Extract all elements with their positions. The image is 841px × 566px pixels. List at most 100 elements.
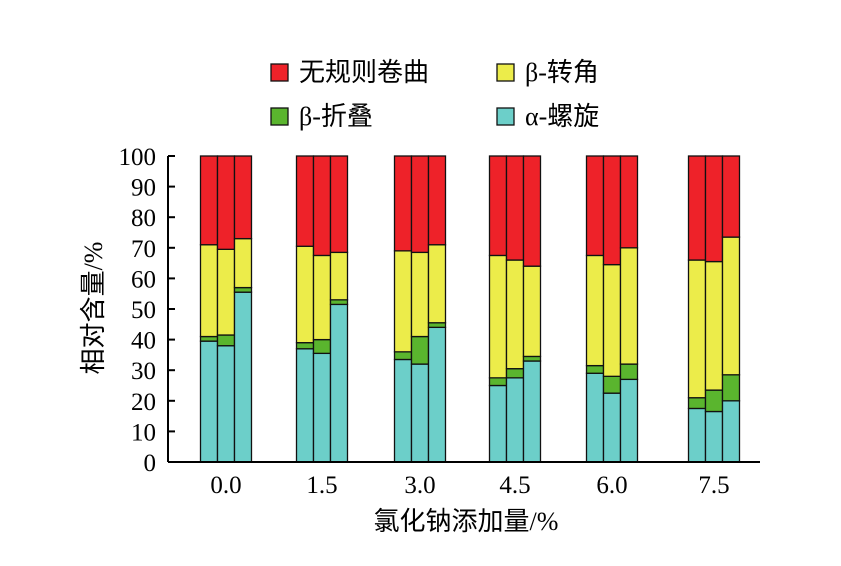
y-tick-label: 70: [131, 236, 156, 263]
x-tick-label: 0.0: [210, 472, 241, 499]
axes: [167, 156, 760, 463]
y-tick-label: 20: [131, 389, 156, 416]
bar-group: [295, 155, 349, 463]
bar-segment: [488, 155, 508, 257]
y-tick-label: 10: [131, 419, 156, 446]
legend-swatch: [270, 107, 289, 126]
bar-segment: [721, 236, 741, 376]
legend-label: β-折叠: [299, 102, 373, 131]
bar-segment: [427, 244, 447, 324]
bar-segment: [602, 155, 622, 266]
bar-group: [687, 155, 741, 463]
bar-segment: [295, 342, 315, 350]
bar-group: [199, 155, 253, 463]
bar-segment: [233, 237, 253, 289]
bar-segment: [393, 358, 413, 463]
bar-segment: [721, 374, 741, 402]
bar-segment: [687, 407, 707, 463]
legend-swatch: [496, 107, 515, 126]
y-tick-label: 90: [131, 175, 156, 202]
bar-segment: [522, 355, 542, 362]
bar-segment: [216, 248, 236, 336]
legend-swatch: [270, 63, 289, 82]
legend-label: α-螺旋: [525, 102, 599, 131]
x-tick-label: 1.5: [306, 472, 337, 499]
bar-segment: [687, 155, 707, 261]
bar-segment: [602, 375, 622, 394]
bar-segment: [522, 265, 542, 358]
bar-segment: [505, 259, 525, 370]
bar-segment: [602, 392, 622, 463]
bar-segment: [233, 286, 253, 293]
bar-segment: [687, 259, 707, 399]
bar-segment: [704, 410, 724, 463]
bar-segment: [329, 303, 349, 463]
bar-segment: [585, 372, 605, 463]
y-axis-title: 相对含量/%: [79, 242, 108, 375]
bar-segment: [329, 155, 349, 254]
bar-segment: [312, 155, 332, 257]
bar-segment: [393, 155, 413, 252]
bar-segment: [393, 250, 413, 353]
bar-segment: [295, 348, 315, 463]
bar-segment: [295, 245, 315, 344]
bar-segment: [619, 378, 639, 463]
x-axis-ticks: 0.0 1.5 3.0 4.5 6.0 7.5: [210, 472, 729, 499]
bar-segment: [410, 251, 430, 338]
y-tick-label: 0: [144, 450, 157, 477]
bar-segment: [704, 389, 724, 413]
bar-segment: [329, 251, 349, 301]
legend-label: β-转角: [525, 58, 599, 87]
bar-segment: [585, 155, 605, 257]
y-tick-label: 100: [119, 144, 157, 171]
y-tick-label: 50: [131, 297, 156, 324]
bar-segment: [619, 247, 639, 365]
bar-group: [585, 155, 639, 463]
bar-segment: [585, 254, 605, 367]
bar-segment: [393, 351, 413, 361]
bar-segment: [619, 155, 639, 249]
legend-label: 无规则卷曲: [299, 58, 429, 87]
bar-segment: [233, 155, 253, 240]
bar-segment: [522, 360, 542, 463]
bar-segment: [312, 338, 332, 355]
x-tick-label: 6.0: [596, 472, 627, 499]
bar-segment: [488, 377, 508, 387]
x-axis-title: 氯化钠添加量/%: [374, 507, 559, 536]
bar-segment: [721, 155, 741, 238]
bar-segment: [687, 397, 707, 410]
bar-segment: [410, 155, 430, 254]
bar-segment: [216, 334, 236, 347]
bar-segment: [505, 155, 525, 261]
x-tick-label: 3.0: [404, 472, 435, 499]
bar-segment: [427, 326, 447, 463]
bar-segment: [522, 155, 542, 267]
bar-segment: [233, 291, 253, 463]
bar-segment: [216, 155, 236, 250]
y-tick-label: 80: [131, 205, 156, 232]
bar-segment: [199, 335, 219, 342]
legend-swatch: [496, 63, 515, 82]
y-tick-label: 60: [131, 266, 156, 293]
y-tick-label: 40: [131, 328, 156, 355]
bar-segment: [505, 368, 525, 379]
bar-segment: [721, 400, 741, 463]
bar-segment: [585, 364, 605, 374]
y-tick-label: 30: [131, 358, 156, 385]
bar-segment: [427, 155, 447, 246]
x-tick-label: 7.5: [698, 472, 729, 499]
bar-segment: [199, 340, 219, 463]
bar-group: [488, 155, 542, 463]
bar-segment: [199, 244, 219, 338]
bar-segment: [704, 155, 724, 263]
bar-segment: [488, 254, 508, 379]
bar-segment: [312, 352, 332, 463]
bar-segment: [410, 335, 430, 365]
x-tick-label: 4.5: [499, 472, 530, 499]
bar-segment: [312, 254, 332, 341]
bar-segment: [505, 377, 525, 463]
bar-segment: [410, 363, 430, 463]
bar-segment: [427, 322, 447, 329]
y-axis-ticks: 0 10 20 30 40 50 60 70 80 90 100: [119, 144, 175, 477]
